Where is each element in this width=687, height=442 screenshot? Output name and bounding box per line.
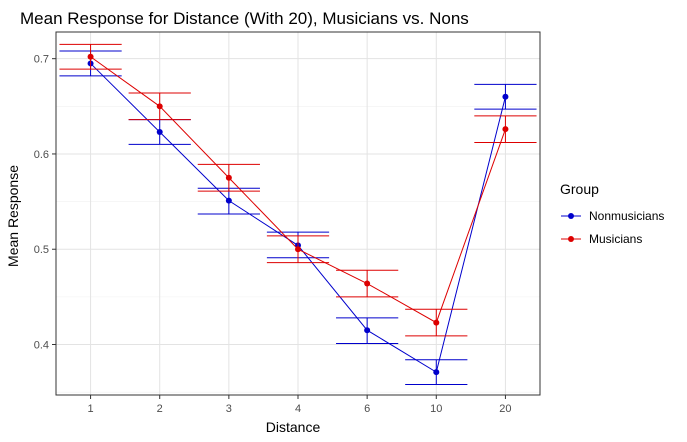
x-axis-title: Distance	[266, 419, 321, 435]
data-point	[433, 319, 440, 326]
data-point	[87, 53, 94, 60]
legend-item-nonmusicians: Nonmusicians	[561, 209, 664, 223]
x-tick-label: 10	[430, 403, 442, 415]
data-point	[502, 126, 509, 133]
data-point	[225, 174, 232, 181]
y-tick-label: 0.7	[34, 54, 49, 66]
data-point	[433, 369, 440, 376]
legend-title: Group	[560, 181, 599, 197]
x-tick-label: 2	[157, 403, 163, 415]
data-point	[156, 103, 163, 110]
data-point	[364, 280, 371, 287]
data-point	[156, 129, 163, 136]
data-point	[364, 327, 371, 334]
legend-label: Nonmusicians	[589, 209, 664, 223]
legend-label: Musicians	[589, 232, 642, 246]
plot-area: 0.4 0.5 0.6 0.7 1 2 3 4 6 10 20	[34, 31, 541, 415]
data-point	[225, 197, 232, 204]
legend-key-point	[568, 213, 574, 219]
series-musicians	[59, 43, 537, 337]
x-tick-label: 4	[295, 403, 301, 415]
y-tick-label: 0.5	[34, 244, 49, 256]
legend-key-point	[568, 236, 574, 242]
y-axis-title: Mean Response	[5, 165, 21, 267]
chart-title: Mean Response for Distance (With 20), Mu…	[20, 9, 469, 28]
legend-item-musicians: Musicians	[561, 232, 642, 246]
x-tick-label: 20	[499, 403, 511, 415]
y-tick-label: 0.4	[34, 340, 49, 352]
x-tick-label: 6	[364, 403, 370, 415]
legend: Group Nonmusicians Musicians	[560, 181, 664, 246]
x-tick-label: 3	[226, 403, 232, 415]
x-tick-label: 1	[88, 403, 94, 415]
data-point	[295, 246, 301, 253]
y-tick-label: 0.6	[34, 149, 49, 161]
data-point	[502, 93, 509, 100]
